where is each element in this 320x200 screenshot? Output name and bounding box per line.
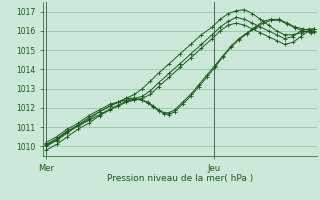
X-axis label: Pression niveau de la mer( hPa ): Pression niveau de la mer( hPa ) bbox=[107, 174, 253, 183]
